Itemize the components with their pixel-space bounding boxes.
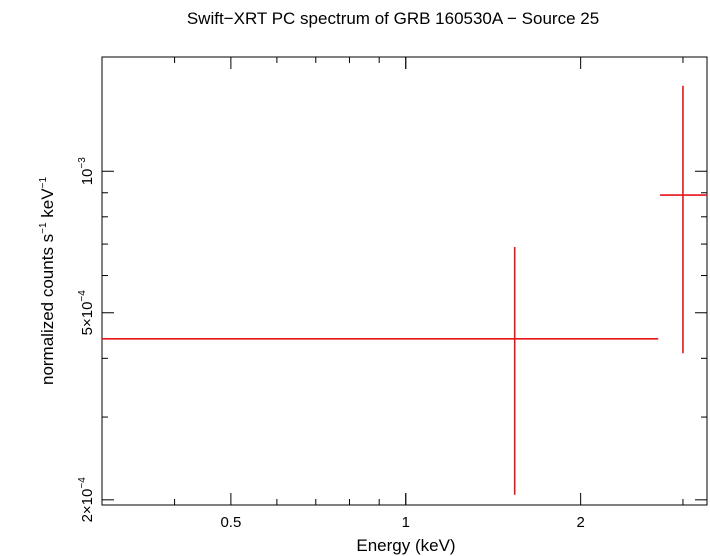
x-axis-ticks bbox=[101, 57, 684, 505]
plot-frame bbox=[101, 56, 708, 506]
y-tick-label: 10−3 bbox=[77, 157, 96, 186]
chart-title: Swift−XRT PC spectrum of GRB 160530A − S… bbox=[187, 9, 599, 28]
data-points bbox=[102, 85, 707, 495]
x-tick-label: 2 bbox=[576, 514, 584, 531]
data-point bbox=[660, 85, 707, 354]
data-point bbox=[102, 247, 659, 495]
y-axis-ticks bbox=[102, 170, 707, 501]
y-axis-tick-labels: 2×10−4 5×10−4 10−3 bbox=[77, 157, 96, 523]
y-axis-label: normalized counts s−1 keV−1 bbox=[38, 177, 57, 385]
x-tick-label: 1 bbox=[402, 514, 410, 531]
x-axis-label: Energy (keV) bbox=[356, 536, 455, 555]
y-tick-label: 2×10−4 bbox=[77, 477, 96, 523]
x-tick-label: 0.5 bbox=[220, 514, 241, 531]
x-axis-tick-labels: 0.5 1 2 bbox=[220, 514, 584, 531]
y-tick-label: 5×10−4 bbox=[77, 290, 96, 336]
